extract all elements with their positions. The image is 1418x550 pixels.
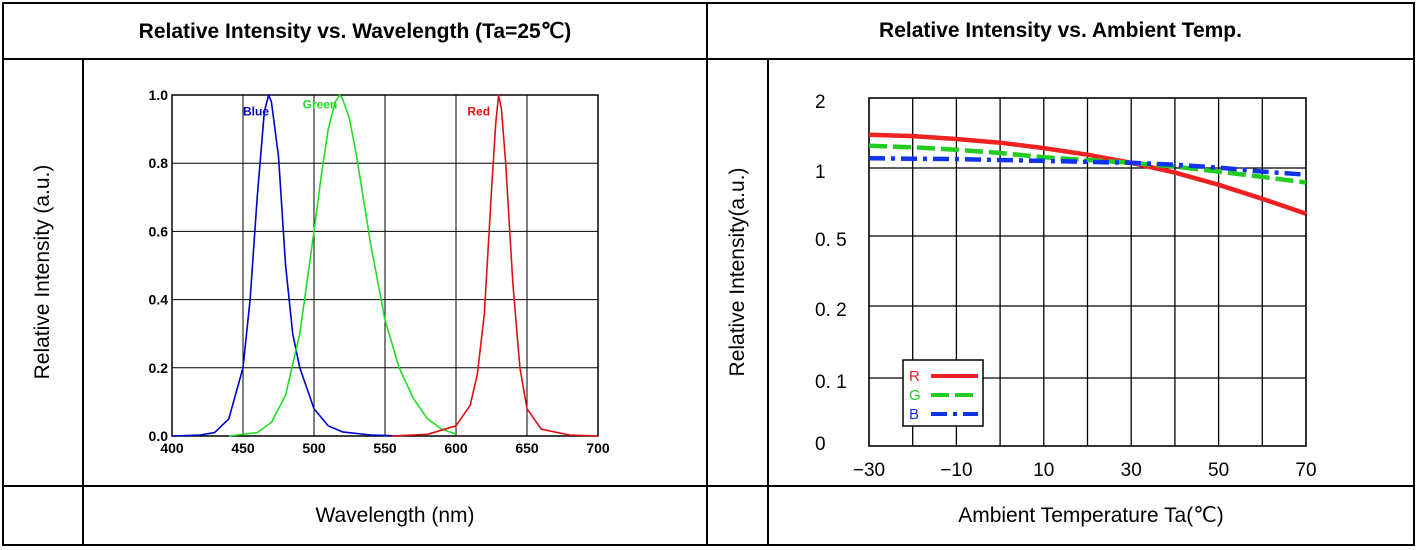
left-panel-title: Relative Intensity vs. Wavelength (Ta=25… xyxy=(138,19,572,43)
center-divider xyxy=(706,2,708,546)
left-y-axis-label: Relative Intensity (a.u.) xyxy=(31,164,54,380)
right-y-axis-label: Relative Intensity(a.u.) xyxy=(726,167,749,377)
left-x-axis-label: Wavelength (nm) xyxy=(315,503,475,527)
right-label-divider xyxy=(767,58,769,546)
header-divider xyxy=(2,58,1415,60)
right-panel-title: Relative Intensity vs. Ambient Temp. xyxy=(879,19,1242,42)
left-label-divider xyxy=(82,58,84,546)
footer-divider xyxy=(2,485,1415,487)
right-x-axis-label: Ambient Temperature Ta(℃) xyxy=(958,504,1224,527)
